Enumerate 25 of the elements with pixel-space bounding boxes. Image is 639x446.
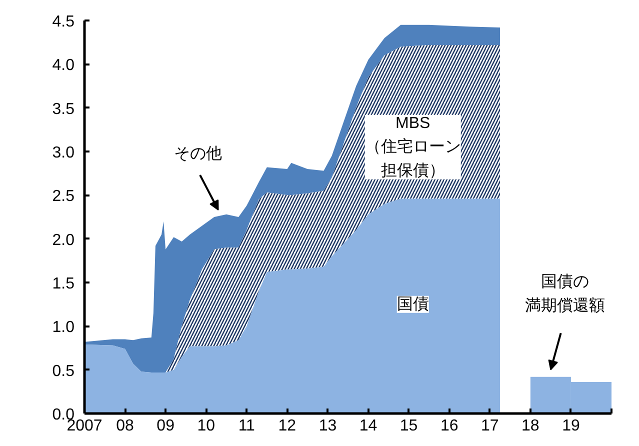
series-label: 国債 [396, 296, 429, 313]
annotation: 国債の満期償還額 [524, 273, 605, 314]
x-tick-label: 13 [318, 418, 337, 434]
x-tick-label: 19 [562, 418, 580, 434]
y-tick-label: 2.5 [52, 188, 75, 206]
y-tick-label: 4.0 [52, 57, 75, 74]
x-tick-label: 12 [278, 418, 296, 434]
y-tick-label: 3.5 [52, 100, 75, 118]
x-tick-label: 15 [400, 418, 418, 434]
y-tick-label: 4.5 [52, 14, 75, 30]
x-tick-label: 17 [480, 418, 499, 434]
y-tick-label: 0.5 [52, 362, 75, 380]
series-label: MBS（住宅ローン担保債） [364, 114, 461, 180]
x-tick-label: 11 [238, 418, 256, 434]
x-tick-label: 18 [522, 418, 540, 434]
x-tick-label: 16 [440, 418, 458, 434]
x-tick-label: 14 [359, 418, 378, 434]
y-tick-label: 2.0 [52, 232, 75, 249]
y-tick-label: 3.0 [52, 144, 75, 162]
y-tick-label: 1.0 [52, 319, 75, 336]
x-tick-label: 09 [156, 418, 175, 434]
x-tick-label: 08 [116, 418, 134, 434]
x-tick-label: 10 [197, 418, 216, 434]
text: その他 [174, 146, 222, 163]
y-tick-label: 1.5 [52, 276, 75, 292]
